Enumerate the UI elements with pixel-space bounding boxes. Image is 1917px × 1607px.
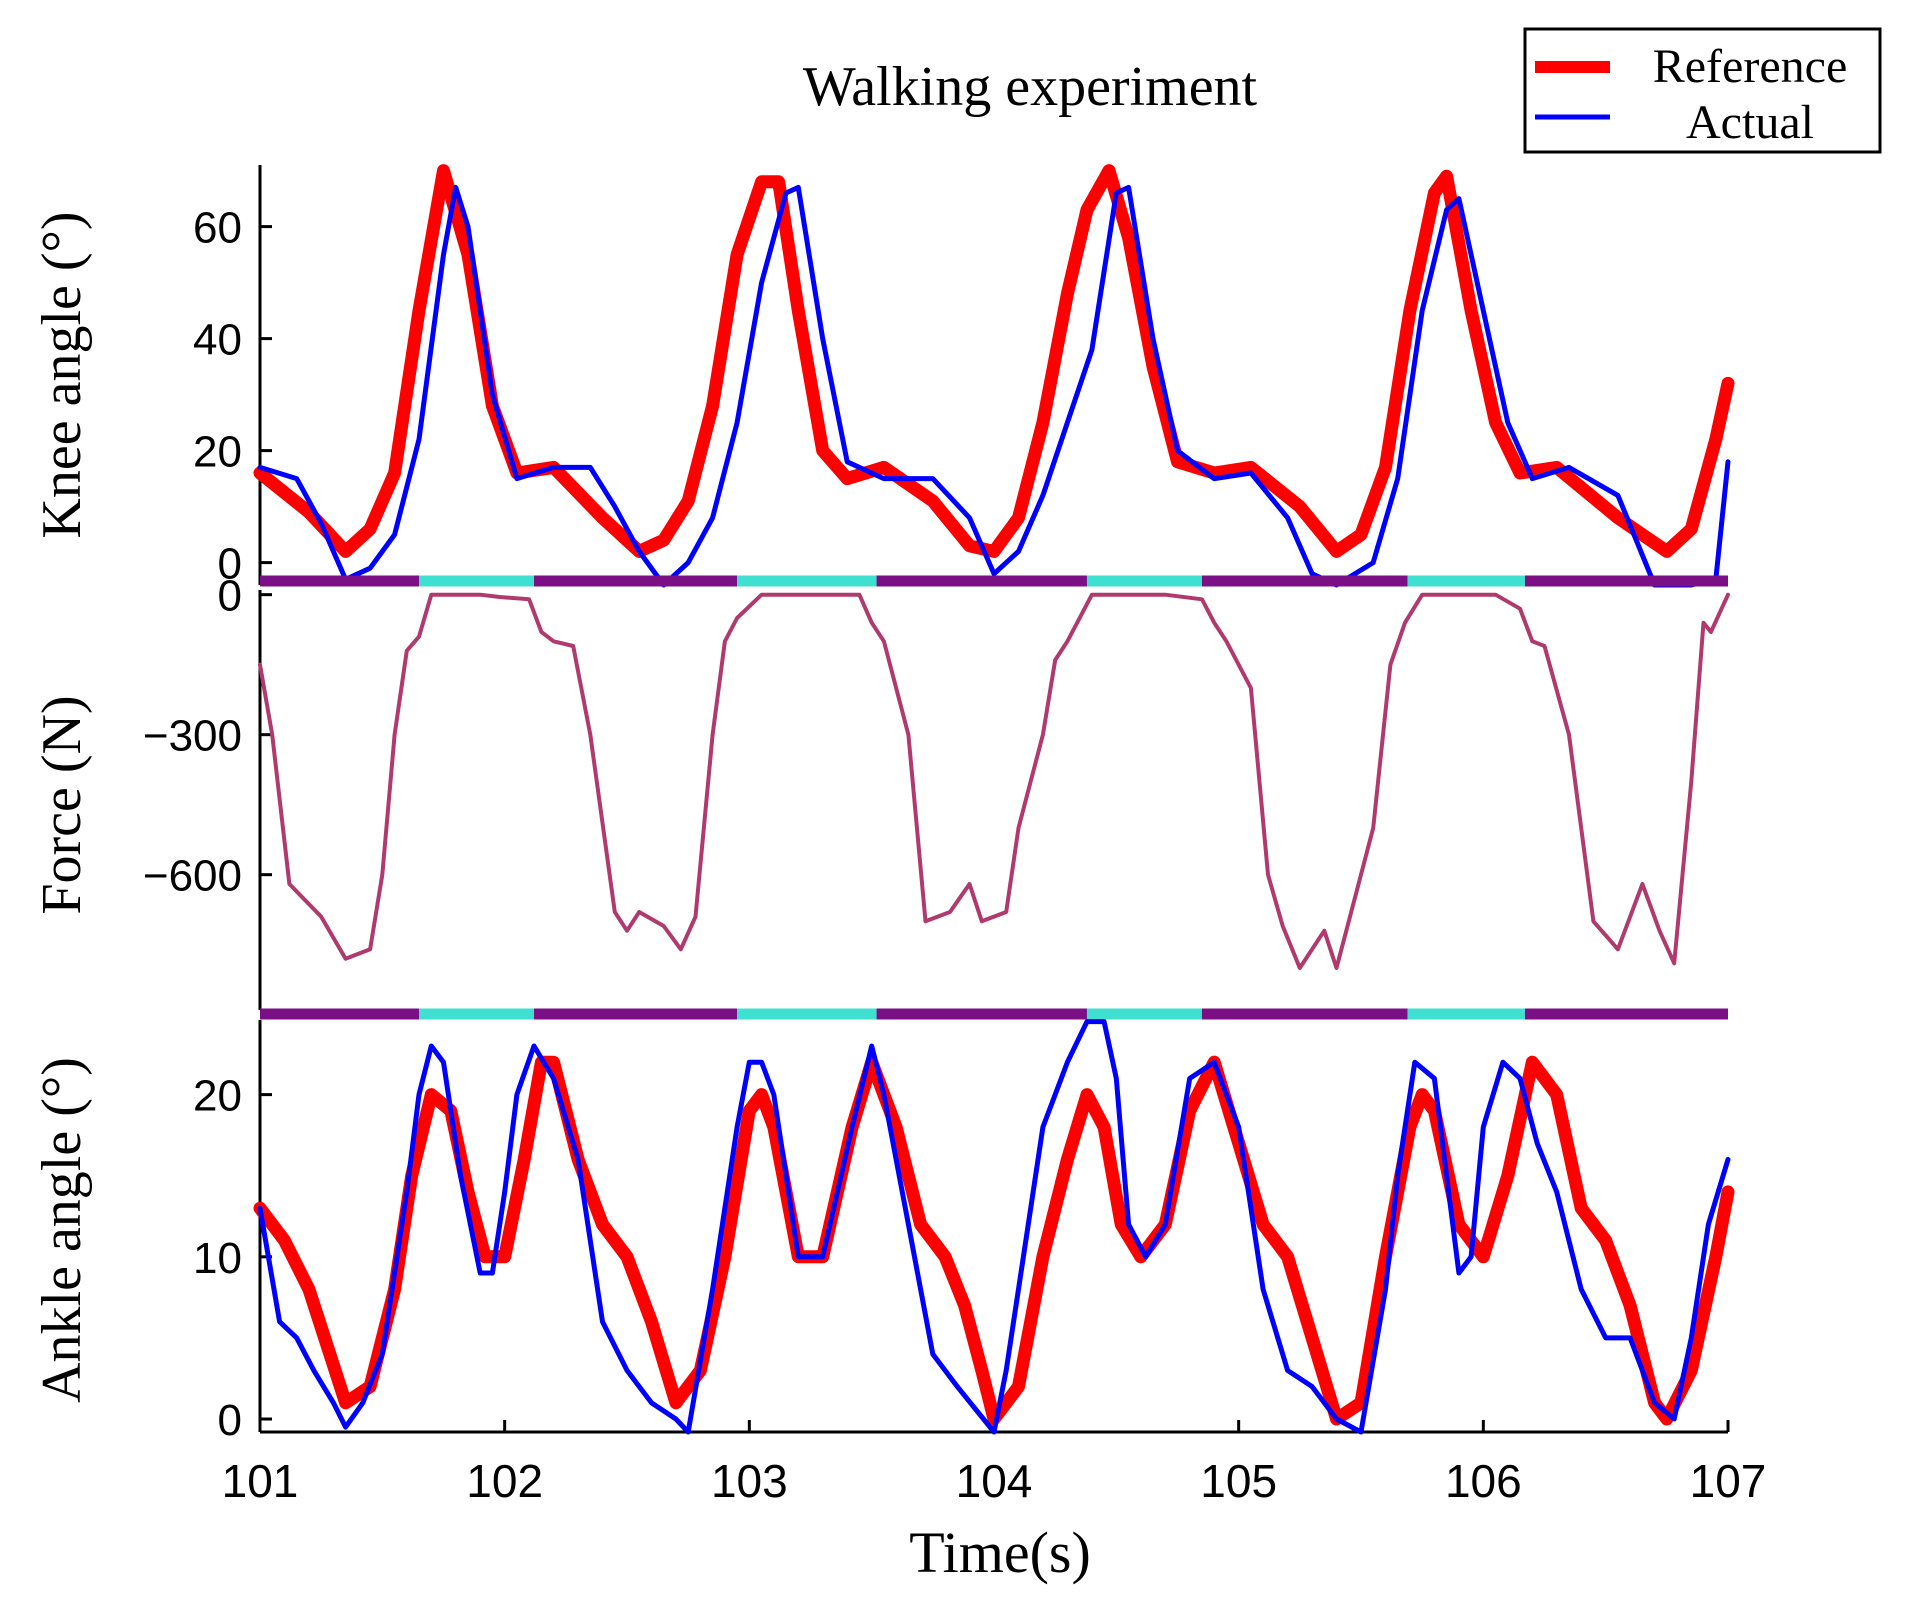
ankle-reference-line <box>253 1055 1735 1426</box>
force-tick-label: −600 <box>143 852 242 901</box>
force-panel: 0 −300 −600 Force (N) <box>31 572 1730 1010</box>
force-tick-label: 0 <box>218 572 242 621</box>
force-force-line <box>258 592 1730 970</box>
knee-tick-label: 20 <box>193 428 242 477</box>
x-tick-label: 105 <box>1200 1455 1277 1507</box>
knee-tick-label: 40 <box>193 316 242 365</box>
knee-tick-label: 60 <box>193 204 242 253</box>
knee-actual-line <box>257 184 1731 588</box>
x-tick-label: 104 <box>956 1455 1033 1507</box>
legend: Reference Actual <box>1523 27 1882 154</box>
x-axis-label: Time(s) <box>909 1520 1091 1585</box>
ankle-actual-line <box>257 1019 1731 1435</box>
force-tick-label: −300 <box>143 712 242 761</box>
chart-title: Walking experiment <box>803 56 1258 118</box>
knee-y-label: Knee angle (°) <box>31 211 93 538</box>
ankle-y-label: Ankle angle (°) <box>31 1057 93 1403</box>
force-y-label: Force (N) <box>31 695 93 914</box>
legend-box <box>1523 27 1882 154</box>
knee-tick-label: 0 <box>218 540 242 589</box>
x-tick-label: 101 <box>222 1455 299 1507</box>
knee-angle-panel: 0 20 40 60 Knee angle (°) <box>31 164 1735 589</box>
knee-y-ticks: 0 20 40 60 <box>193 204 272 589</box>
force-series <box>258 592 1730 970</box>
ankle-series <box>253 1019 1735 1435</box>
knee-series <box>253 164 1735 588</box>
ankle-y-ticks: 0 10 20 <box>193 1072 272 1445</box>
x-tick-label: 103 <box>711 1455 788 1507</box>
knee-reference-line <box>253 164 1735 558</box>
force-y-ticks: 0 −300 −600 <box>143 572 272 901</box>
ankle-tick-label: 10 <box>193 1234 242 1283</box>
legend-reference-label: Reference <box>1653 40 1848 93</box>
ankle-angle-panel: 0 10 20 101 102 103 104 105 106 107 Ankle angle … <box>31 1019 1767 1507</box>
x-tick-label: 102 <box>466 1455 543 1507</box>
ankle-tick-label: 0 <box>218 1396 242 1445</box>
legend-actual-label: Actual <box>1686 96 1814 149</box>
x-tick-label: 107 <box>1690 1455 1767 1507</box>
x-ticks: 101 102 103 104 105 106 107 <box>222 1420 1767 1507</box>
x-tick-label: 106 <box>1445 1455 1522 1507</box>
ankle-tick-label: 20 <box>193 1072 242 1121</box>
